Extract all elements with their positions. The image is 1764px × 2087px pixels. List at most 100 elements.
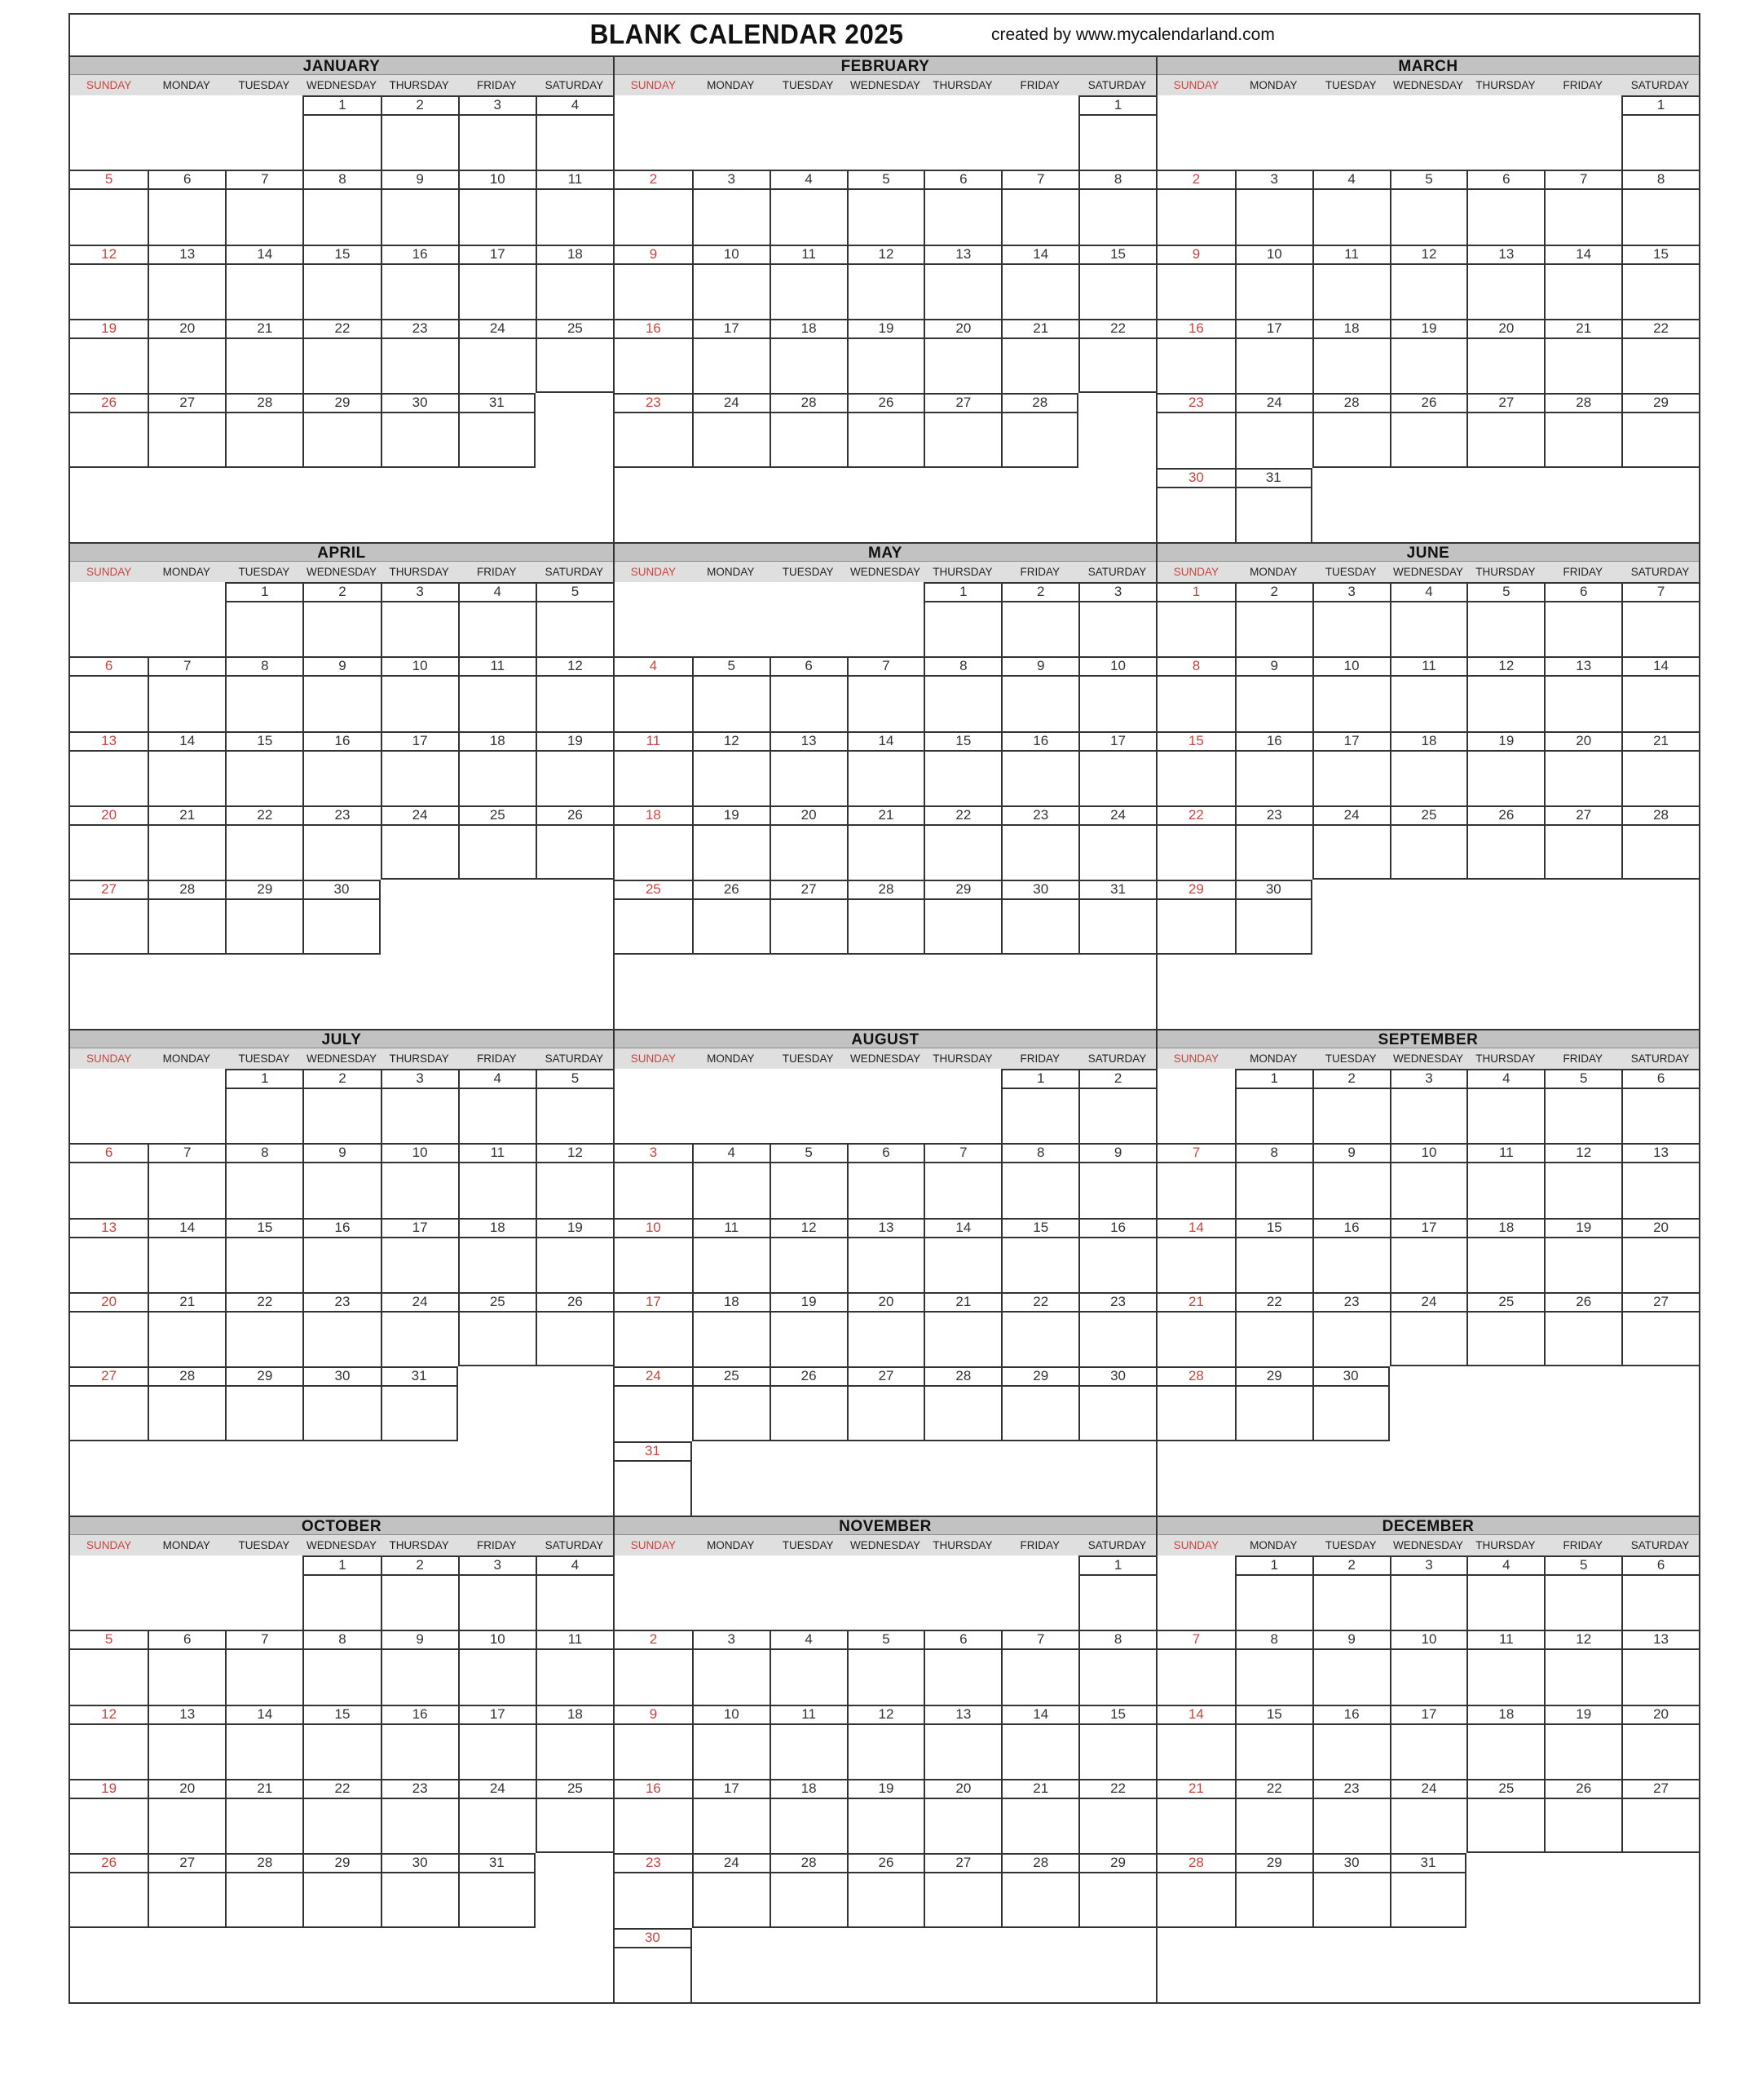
notes-area [1623, 413, 1699, 465]
date-number: 31 [615, 1443, 690, 1462]
date-cell: 22 [302, 319, 381, 394]
notes-area [382, 602, 458, 656]
date-number: 12 [70, 1706, 148, 1725]
day-names-row: SUNDAY MONDAY TUESDAY WEDNESDAY THURSDAY FRID… [1158, 1535, 1699, 1555]
date-number: 9 [615, 1706, 692, 1725]
date-number: 28 [1158, 1368, 1235, 1388]
notes-area [70, 190, 148, 244]
date-cell: 31 [457, 1853, 536, 1928]
notes-area [70, 1873, 148, 1926]
date-cell: 4 [1466, 1069, 1545, 1144]
month-february: FEBRUARY SUNDAY MONDAY TUESDAY WEDNESDAY THUR… [613, 55, 1156, 542]
notes-area [304, 1799, 380, 1853]
empty-cell [1621, 955, 1699, 1029]
date-cell: 24 [1078, 805, 1156, 880]
notes-area [70, 900, 148, 952]
date-cell: 13 [148, 244, 226, 319]
date-number: 10 [1236, 246, 1312, 265]
date-cell: 8 [1234, 1630, 1312, 1705]
notes-area [149, 190, 225, 244]
date-number: 6 [149, 171, 226, 191]
notes-area [1546, 826, 1621, 878]
notes-area [460, 190, 536, 244]
date-number: 11 [536, 171, 613, 191]
date-number: 3 [615, 1145, 692, 1164]
date-number: 13 [1546, 658, 1622, 677]
notes-area [1391, 602, 1467, 656]
date-cell: 17 [457, 1704, 536, 1779]
date-cell: 29 [1001, 1366, 1079, 1441]
notes-area [694, 1650, 770, 1704]
notes-area [1158, 488, 1235, 542]
notes-area [1468, 1725, 1544, 1779]
notes-area [304, 413, 380, 465]
date-number: 24 [615, 1368, 692, 1388]
empty-cell [536, 955, 613, 1029]
date-cell: 7 [1001, 1630, 1079, 1705]
day-name-saturday: SATURDAY [1087, 1539, 1147, 1551]
empty-cell [302, 468, 380, 542]
day-name-wednesday: WEDNESDAY [849, 1052, 920, 1065]
date-cell: 14 [924, 1217, 1002, 1292]
notes-area [1391, 1576, 1467, 1630]
date-number: 13 [1623, 1631, 1699, 1651]
date-cell: 23 [1158, 393, 1235, 467]
notes-area [70, 1650, 148, 1704]
date-cell: 16 [1158, 319, 1235, 393]
week-row [1158, 1441, 1699, 1516]
date-number: 28 [1003, 1855, 1079, 1874]
date-cell: 20 [1621, 1704, 1699, 1779]
week-row: 10 11 12 13 14 15 16 [615, 1217, 1156, 1292]
week-row [70, 468, 613, 542]
notes-area [849, 826, 924, 880]
date-number: 18 [770, 1780, 847, 1799]
date-cell: 13 [846, 1217, 924, 1292]
empty-cell [924, 468, 1001, 542]
date-number: 11 [1391, 658, 1467, 677]
date-number: 29 [1080, 1855, 1156, 1874]
date-number: 6 [70, 658, 148, 677]
date-cell: 6 [1621, 1555, 1699, 1630]
date-number: 28 [1313, 395, 1390, 414]
date-number: 20 [925, 320, 1002, 339]
day-names-row: SUNDAY MONDAY TUESDAY WEDNESDAY THURSDAY FRID… [70, 75, 613, 95]
empty-cell [1312, 955, 1390, 1029]
notes-area [1314, 1163, 1390, 1217]
date-cell: 1 [302, 95, 381, 170]
date-number: 19 [1391, 320, 1467, 339]
date-number: 21 [149, 807, 226, 826]
date-number: 8 [1080, 171, 1156, 191]
date-cell: 13 [924, 1704, 1002, 1779]
date-number: 15 [304, 1706, 381, 1725]
date-cell: 11 [457, 656, 536, 731]
date-cell: 13 [1544, 656, 1622, 731]
month-name: MARCH [1158, 57, 1699, 75]
date-number: 24 [693, 1855, 770, 1874]
empty-cell [1544, 880, 1621, 954]
notes-area [615, 826, 692, 880]
date-number: 2 [1313, 1557, 1390, 1576]
notes-area [149, 413, 225, 465]
date-cell: 12 [691, 730, 770, 805]
date-cell: 27 [148, 393, 226, 468]
date-number: 3 [459, 97, 536, 116]
notes-area [694, 1873, 770, 1926]
notes-area [1003, 752, 1078, 805]
notes-area [925, 1873, 1001, 1926]
date-number: 17 [693, 1780, 770, 1799]
empty-cell [1390, 1441, 1467, 1516]
notes-area [1391, 1873, 1466, 1926]
empty-cell [1390, 95, 1467, 170]
date-cell: 24 [380, 805, 458, 880]
empty-cell [692, 582, 770, 656]
notes-area [925, 413, 1001, 465]
date-number: 23 [1236, 807, 1312, 826]
notes-area [1391, 413, 1467, 465]
empty-cell [148, 1928, 225, 2002]
date-cell: 3 [380, 1069, 458, 1144]
date-cell: 1 [302, 1555, 381, 1630]
date-cell: 24 [691, 393, 770, 468]
notes-area [849, 900, 924, 952]
empty-cell [381, 468, 458, 542]
